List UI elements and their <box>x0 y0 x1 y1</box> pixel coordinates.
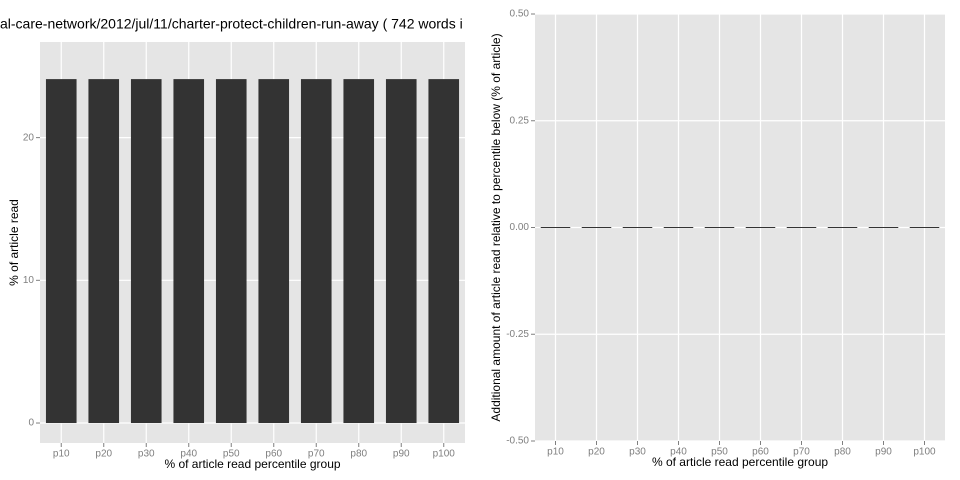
bar <box>130 79 162 424</box>
x-tick-label: p70 <box>308 449 325 460</box>
x-tick-label: p90 <box>393 449 410 460</box>
x-tick-label: p20 <box>588 447 605 458</box>
x-tick-label: p10 <box>53 449 70 460</box>
y-tick-label: 0.00 <box>510 222 530 233</box>
bar <box>343 79 375 424</box>
x-tick-label: p30 <box>138 449 155 460</box>
x-tick-label: p100 <box>913 447 936 458</box>
bar <box>258 79 290 424</box>
x-tick-label: p70 <box>793 447 810 458</box>
x-tick-label: p10 <box>547 447 564 458</box>
x-tick-label: p50 <box>711 447 728 458</box>
x-tick-label: p80 <box>350 449 367 460</box>
y-tick-label: 10 <box>23 275 35 286</box>
bar <box>45 79 77 424</box>
x-tick-label: p50 <box>223 449 240 460</box>
bar <box>173 79 205 424</box>
y-tick-label: 0 <box>28 418 34 429</box>
y-tick-label: 0.25 <box>510 115 530 126</box>
x-tick-label: p60 <box>752 447 769 458</box>
y-tick-label: 20 <box>23 132 35 143</box>
bar <box>88 79 120 424</box>
x-tick-label: p80 <box>834 447 851 458</box>
x-tick-label: p40 <box>180 449 197 460</box>
x-axis-title: % of article read percentile group <box>164 457 340 471</box>
x-tick-label: p60 <box>265 449 282 460</box>
bar <box>300 79 332 424</box>
bar <box>385 79 417 424</box>
x-axis-title: % of article read percentile group <box>652 455 828 469</box>
y-axis-title: Additional amount of article read relati… <box>489 33 503 421</box>
x-tick-label: p100 <box>433 449 456 460</box>
x-tick-label: p20 <box>95 449 112 460</box>
y-tick-label: 0.50 <box>510 9 530 20</box>
x-tick-label: p30 <box>629 447 646 458</box>
y-tick-label: -0.50 <box>506 436 529 447</box>
y-tick-label: -0.25 <box>506 329 529 340</box>
bar <box>215 79 247 424</box>
chart-title: al-care-network/2012/jul/11/charter-prot… <box>0 16 463 32</box>
x-tick-label: p90 <box>875 447 892 458</box>
y-axis-title: % of article read <box>7 199 21 286</box>
bar <box>428 79 460 424</box>
x-tick-label: p40 <box>670 447 687 458</box>
